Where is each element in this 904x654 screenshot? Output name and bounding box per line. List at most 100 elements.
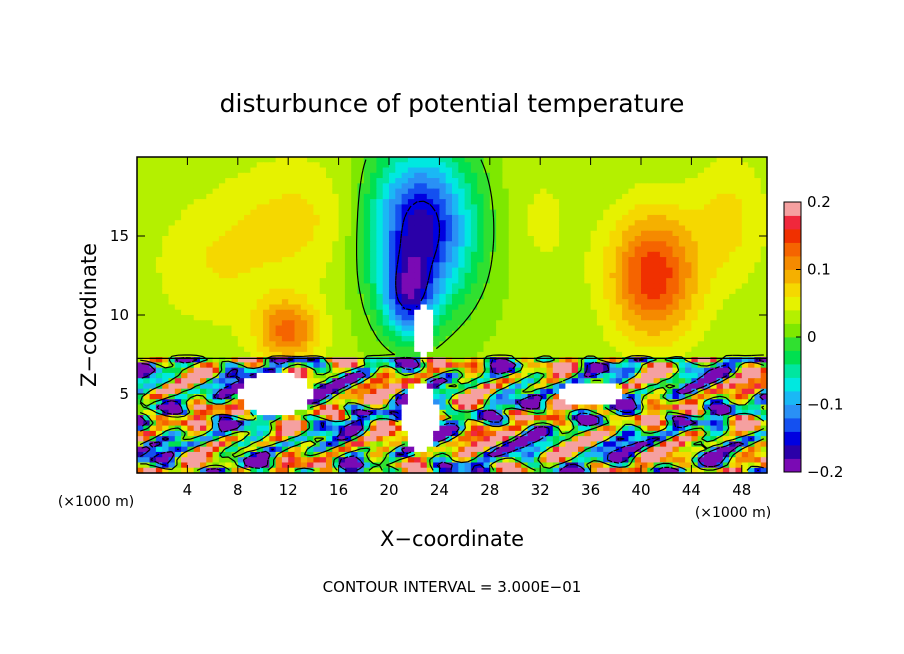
- heatmap-cell: [452, 415, 459, 421]
- heatmap-cell: [685, 236, 692, 242]
- heatmap-cell: [653, 267, 661, 274]
- heatmap-cell: [628, 162, 636, 169]
- heatmap-cell: [502, 399, 510, 406]
- heatmap-cell: [622, 230, 629, 237]
- heatmap-cell: [338, 262, 346, 269]
- heatmap-cell: [426, 251, 434, 258]
- heatmap-cell: [149, 404, 157, 411]
- heatmap-cell: [445, 225, 453, 232]
- heatmap-cell: [363, 246, 371, 253]
- heatmap-cell: [729, 320, 737, 327]
- heatmap-cell: [206, 346, 214, 353]
- heatmap-cell: [578, 267, 585, 274]
- heatmap-cell: [697, 172, 705, 179]
- heatmap-cell: [162, 409, 170, 416]
- heatmap-cell: [143, 336, 151, 342]
- heatmap-cell: [426, 257, 434, 263]
- heatmap-cell: [685, 225, 692, 232]
- heatmap-cell: [521, 209, 529, 216]
- heatmap-cell: [389, 230, 396, 237]
- heatmap-cell: [452, 346, 459, 353]
- heatmap-cell: [212, 362, 220, 369]
- heatmap-cell: [470, 378, 478, 385]
- heatmap-cell: [521, 378, 529, 385]
- heatmap-cell: [628, 230, 636, 237]
- heatmap-cell: [357, 220, 365, 227]
- heatmap-cell: [155, 193, 163, 200]
- heatmap-cell: [697, 278, 705, 284]
- heatmap-cell: [559, 378, 566, 385]
- heatmap-cell: [748, 378, 755, 385]
- heatmap-cell: [174, 204, 182, 211]
- heatmap-cell: [206, 193, 214, 200]
- heatmap-cell: [376, 309, 384, 316]
- heatmap-cell: [470, 225, 478, 232]
- heatmap-cell: [552, 320, 560, 327]
- heatmap-cell: [666, 193, 674, 200]
- heatmap-cell: [244, 388, 251, 395]
- heatmap-cell: [149, 225, 157, 232]
- heatmap-cell: [603, 193, 611, 200]
- heatmap-cell: [710, 299, 718, 306]
- heatmap-cell: [231, 399, 239, 406]
- heatmap-cell: [414, 346, 422, 353]
- heatmap-cell: [357, 162, 365, 169]
- heatmap-cell: [256, 193, 264, 200]
- heatmap-cell: [685, 257, 692, 263]
- heatmap-cell: [338, 188, 346, 195]
- heatmap-cell: [181, 320, 188, 327]
- heatmap-cell: [496, 378, 503, 385]
- heatmap-cell: [628, 178, 636, 184]
- heatmap-cell: [578, 193, 585, 200]
- heatmap-cell: [212, 357, 220, 363]
- heatmap-cell: [206, 299, 214, 306]
- heatmap-cell: [263, 372, 270, 379]
- heatmap-cell: [508, 383, 516, 390]
- heatmap-cell: [647, 167, 655, 174]
- heatmap-cell: [659, 209, 667, 216]
- heatmap-cell: [716, 288, 724, 295]
- heatmap-cell: [237, 230, 245, 237]
- heatmap-cell: [741, 357, 749, 363]
- heatmap-cell: [710, 225, 718, 232]
- heatmap-cell: [477, 341, 485, 348]
- heatmap-cell: [218, 251, 226, 258]
- heatmap-cell: [357, 251, 365, 258]
- heatmap-cell: [281, 320, 289, 327]
- heatmap-cell: [181, 199, 188, 205]
- heatmap-cell: [407, 267, 415, 274]
- heatmap-cell: [376, 162, 384, 169]
- heatmap-cell: [672, 315, 680, 321]
- heatmap-cell: [168, 183, 176, 190]
- heatmap-cell: [741, 220, 749, 227]
- heatmap-cell: [174, 394, 182, 400]
- heatmap-cell: [344, 178, 352, 184]
- heatmap-cell: [288, 204, 296, 211]
- heatmap-cell: [647, 225, 655, 232]
- heatmap-cell: [691, 399, 699, 406]
- heatmap-cell: [187, 409, 195, 416]
- heatmap-cell: [275, 399, 283, 406]
- heatmap-cell: [521, 220, 529, 227]
- heatmap-cell: [659, 336, 667, 342]
- heatmap-cell: [237, 278, 245, 284]
- heatmap-cell: [395, 257, 403, 263]
- heatmap-cell: [143, 309, 151, 316]
- heatmap-cell: [508, 388, 516, 395]
- heatmap-cell: [225, 288, 233, 295]
- heatmap-cell: [546, 236, 554, 242]
- heatmap-cell: [628, 251, 636, 258]
- heatmap-cell: [275, 362, 283, 369]
- heatmap-cell: [716, 404, 724, 411]
- heatmap-cell: [571, 220, 579, 227]
- heatmap-cell: [722, 162, 730, 169]
- heatmap-cell: [653, 209, 661, 216]
- heatmap-cell: [615, 325, 623, 332]
- heatmap-cell: [319, 267, 327, 274]
- heatmap-cell: [326, 278, 333, 284]
- heatmap-cell: [452, 204, 459, 211]
- heatmap-cell: [659, 251, 667, 258]
- heatmap-cell: [250, 409, 258, 416]
- heatmap-cell: [445, 183, 453, 190]
- heatmap-cell: [691, 394, 699, 400]
